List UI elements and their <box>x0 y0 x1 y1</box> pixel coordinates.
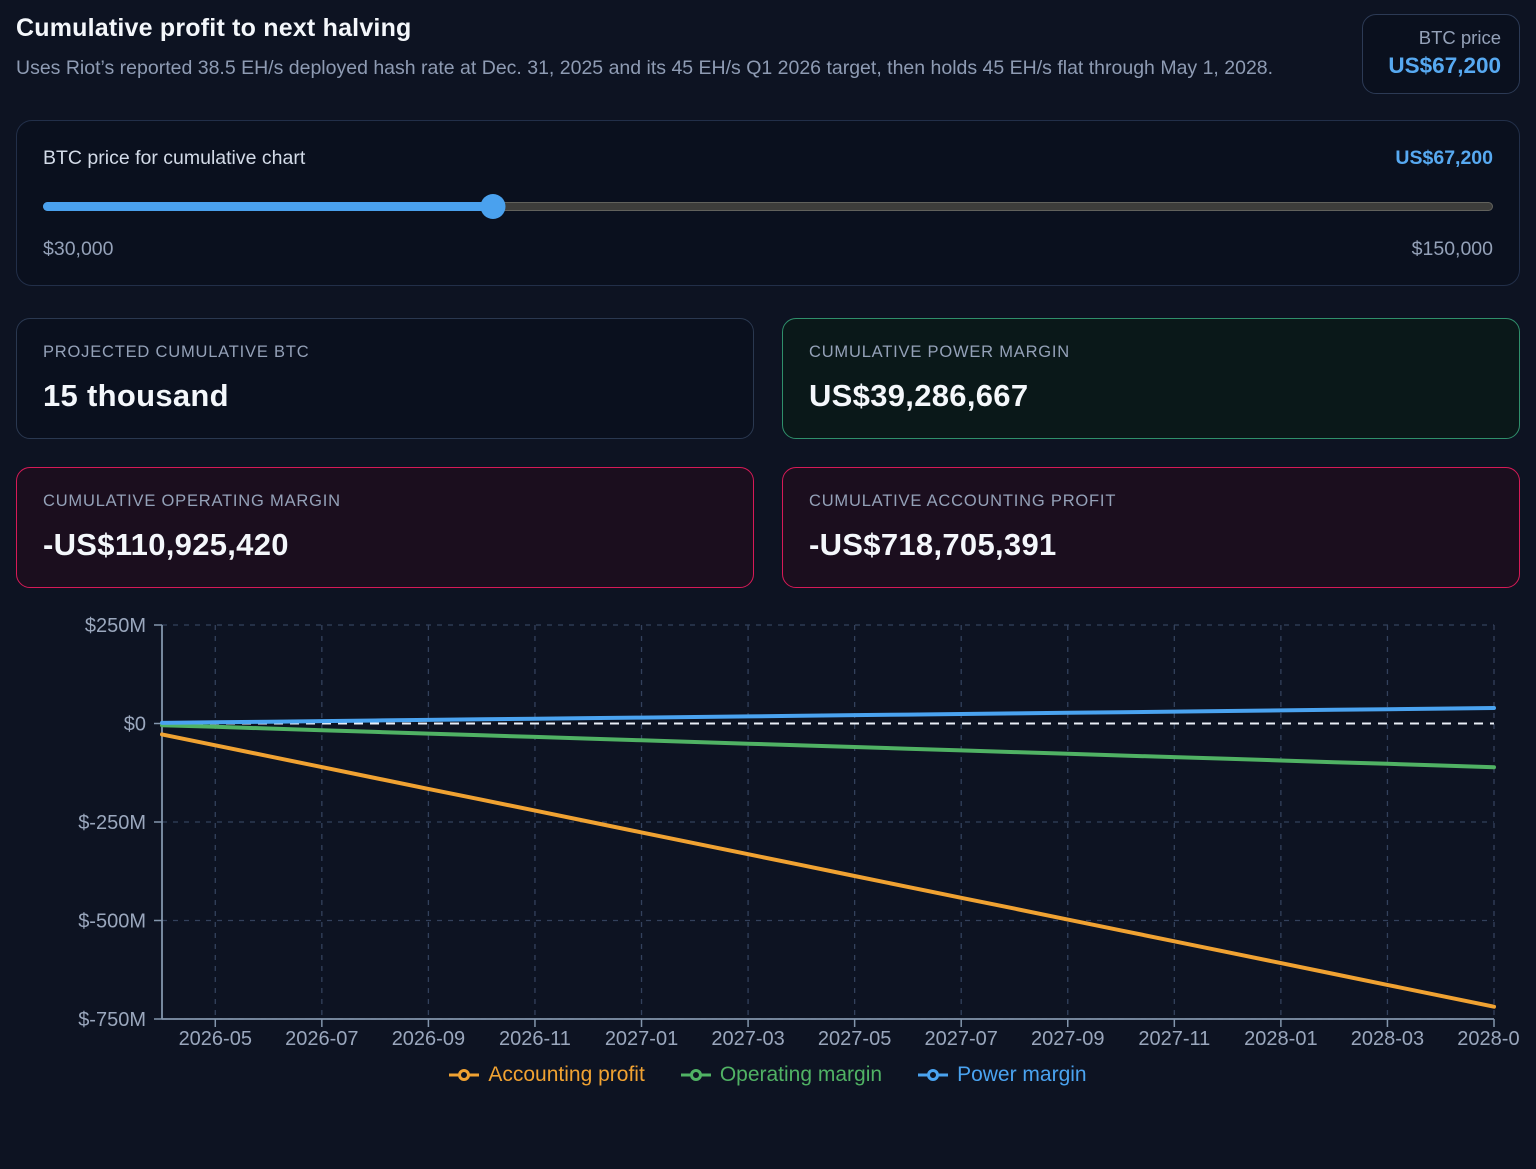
stat-value: -US$110,925,420 <box>43 527 289 562</box>
stat-label: PROJECTED CUMULATIVE BTC <box>43 343 310 361</box>
page-title: Cumulative profit to next halving <box>16 14 412 42</box>
x-grid-and-labels: 2026-05 2026-07 2026-09 2026-11 2027-01 2027-… <box>179 625 1531 1050</box>
legend-marker-icon <box>918 1069 949 1081</box>
legend-label: Accounting profit <box>488 1063 645 1086</box>
x-tick-label: 2028-05 <box>1457 1028 1520 1050</box>
header-text: Cumulative profit to next halving Uses R… <box>16 14 1340 82</box>
x-tick-label: 2026-11 <box>499 1028 571 1050</box>
y-tick-label: $0 <box>124 714 146 736</box>
y-grid-and-labels: $250M $0 $-250M $-500M $-750M <box>78 615 1494 1031</box>
slider-min-label: $30,000 <box>43 238 114 260</box>
series-line-operating-margin <box>160 723 1496 770</box>
chart-legend: Accounting profit Operating margin Power m… <box>16 1063 1520 1087</box>
slider-header: BTC price for cumulative chart US$67,200 <box>43 147 1493 170</box>
slider-thumb[interactable] <box>480 194 505 219</box>
y-tick-label: $-250M <box>78 812 146 834</box>
stat-card-cumulative-operating-margin: CUMULATIVE OPERATING MARGIN -US$110,925,… <box>16 467 754 588</box>
btc-price-slider-card: BTC price for cumulative chart US$67,200… <box>16 120 1520 286</box>
stat-card-cumulative-power-margin: CUMULATIVE POWER MARGIN US$39,286,667 <box>782 318 1520 439</box>
x-tick-label: 2026-05 <box>179 1028 252 1050</box>
stat-card-cumulative-accounting-profit: CUMULATIVE ACCOUNTING PROFIT -US$718,705… <box>782 467 1520 588</box>
x-tick-label: 2027-11 <box>1138 1028 1210 1050</box>
stat-label: CUMULATIVE ACCOUNTING PROFIT <box>809 492 1117 510</box>
x-tick-label: 2027-07 <box>924 1028 997 1050</box>
slider-fill <box>43 202 493 211</box>
header: Cumulative profit to next halving Uses R… <box>16 14 1520 94</box>
legend-marker-icon <box>680 1069 711 1081</box>
page-subtitle: Uses Riot’s reported 38.5 EH/s deployed … <box>16 57 1274 79</box>
cumulative-profit-chart: 2026-05 2026-07 2026-09 2026-11 2027-01 2027-… <box>16 608 1531 1087</box>
series-line-accounting-profit <box>160 732 1496 1009</box>
profit-chart-svg: 2026-05 2026-07 2026-09 2026-11 2027-01 2027-… <box>78 615 1531 1050</box>
y-tick-label: $250M <box>85 615 146 637</box>
stat-cards: PROJECTED CUMULATIVE BTC 15 thousand CUM… <box>16 318 1520 588</box>
x-tick-label: 2027-01 <box>605 1028 678 1050</box>
btc-price-badge-label: BTC price <box>1418 27 1501 48</box>
x-tick-label: 2028-01 <box>1244 1028 1317 1050</box>
x-tick-label: 2027-03 <box>711 1028 784 1050</box>
legend-label: Operating margin <box>719 1063 883 1086</box>
stat-value: 15 thousand <box>43 378 229 413</box>
btc-price-badge: BTC price US$67,200 <box>1362 14 1520 94</box>
btc-price-badge-value: US$67,200 <box>1388 53 1501 78</box>
legend-item-operating-margin[interactable]: Operating margin <box>680 1063 883 1087</box>
legend-label: Power margin <box>957 1063 1087 1086</box>
x-tick-label: 2028-03 <box>1351 1028 1424 1050</box>
stat-value: US$39,286,667 <box>809 378 1029 413</box>
slider-range-labels: $30,000 $150,000 <box>43 238 1493 261</box>
slider-label: BTC price for cumulative chart <box>43 147 306 169</box>
y-tick-label: $-750M <box>78 1009 146 1031</box>
y-tick-label: $-500M <box>78 911 146 933</box>
legend-item-accounting-profit[interactable]: Accounting profit <box>449 1063 645 1087</box>
x-tick-label: 2026-09 <box>392 1028 465 1050</box>
stat-card-projected-cumulative-btc: PROJECTED CUMULATIVE BTC 15 thousand <box>16 318 754 439</box>
stat-label: CUMULATIVE POWER MARGIN <box>809 343 1071 361</box>
slider-max-label: $150,000 <box>1411 238 1493 260</box>
x-tick-label: 2027-09 <box>1031 1028 1104 1050</box>
x-tick-label: 2027-05 <box>818 1028 891 1050</box>
legend-marker-icon <box>449 1069 480 1081</box>
x-tick-label: 2026-07 <box>285 1028 358 1050</box>
btc-price-slider[interactable] <box>43 194 1493 219</box>
stat-label: CUMULATIVE OPERATING MARGIN <box>43 492 341 510</box>
stat-value: -US$718,705,391 <box>809 527 1057 562</box>
legend-item-power-margin[interactable]: Power margin <box>918 1063 1087 1087</box>
series-line-power-margin <box>160 706 1496 725</box>
slider-current-value: US$67,200 <box>1395 147 1493 169</box>
